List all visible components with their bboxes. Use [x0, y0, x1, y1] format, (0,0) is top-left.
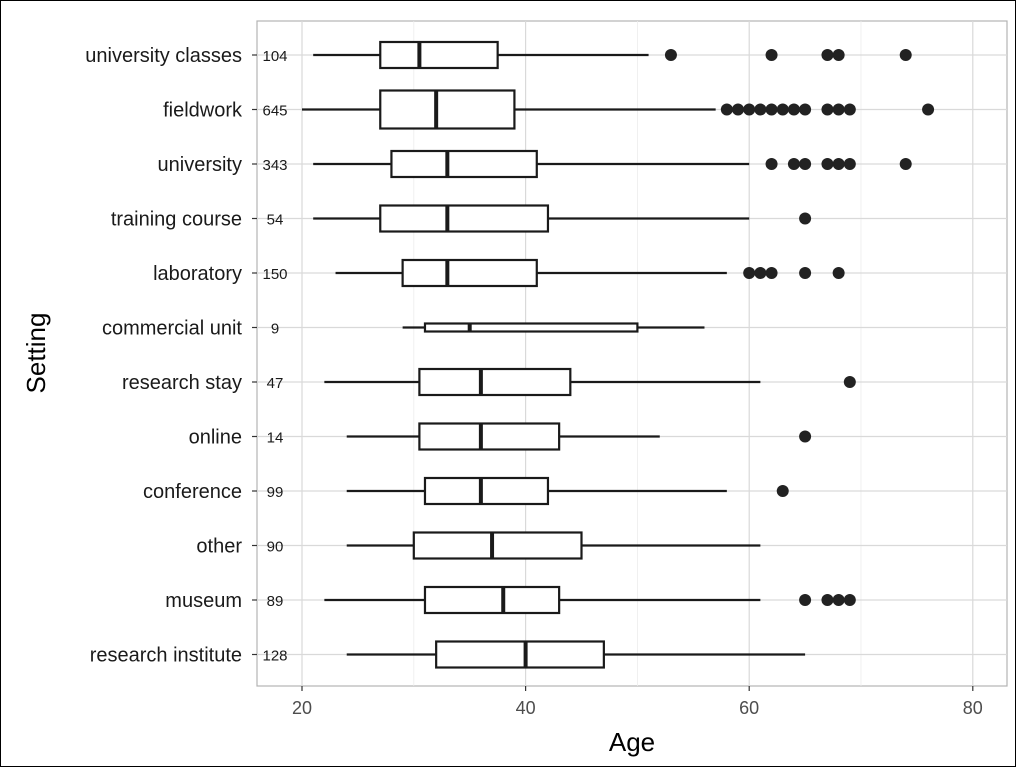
- box-conference: [346, 476, 789, 506]
- outlier-point: [821, 594, 834, 606]
- outlier-point: [843, 158, 856, 170]
- sample-size-label: 9: [271, 321, 279, 338]
- outlier-point: [832, 49, 845, 61]
- category-label: fieldwork: [163, 100, 243, 122]
- sample-size-label: 54: [267, 212, 284, 229]
- sample-size-label: 645: [262, 103, 287, 120]
- iqr-box: [390, 149, 538, 179]
- x-tick-label: 40: [516, 698, 536, 718]
- iqr-box: [379, 204, 550, 233]
- box-laboratory: [335, 258, 845, 288]
- box-commercial-unit: [402, 322, 705, 333]
- category-label: university classes: [85, 45, 242, 67]
- outlier-point: [832, 103, 845, 116]
- outlier-point: [743, 103, 756, 116]
- x-tick-label: 20: [292, 698, 312, 718]
- category-label: commercial unit: [102, 318, 242, 340]
- category-label: online: [189, 427, 242, 449]
- iqr-box: [418, 422, 561, 451]
- iqr-box: [379, 89, 516, 130]
- box-university-classes: [313, 40, 912, 70]
- category-labels: university classes 104 fieldwork 645 univers…: [85, 45, 287, 667]
- box-online: [346, 422, 812, 451]
- outlier-point: [799, 103, 812, 116]
- iqr-box: [423, 476, 550, 506]
- sample-size-label: 14: [267, 430, 284, 447]
- box-other: [346, 531, 761, 560]
- outlier-point: [832, 158, 845, 170]
- outlier-point: [743, 267, 756, 279]
- x-tick-label: 80: [963, 698, 983, 718]
- outlier-point: [754, 267, 767, 279]
- iqr-box: [418, 367, 572, 397]
- category-label: laboratory: [153, 263, 242, 285]
- sample-size-label: 99: [267, 484, 284, 501]
- outlier-point: [664, 49, 677, 61]
- sample-size-label: 47: [267, 375, 284, 392]
- outlier-point: [821, 49, 834, 61]
- outlier-point: [832, 594, 845, 606]
- iqr-box: [435, 640, 605, 669]
- box-training-course: [313, 204, 812, 233]
- category-label: training course: [111, 209, 242, 231]
- box-research-stay: [324, 367, 856, 397]
- outlier-point: [821, 158, 834, 170]
- outlier-point: [843, 376, 856, 388]
- outlier-point: [899, 158, 912, 170]
- y-axis-title: Setting: [21, 313, 51, 394]
- x-tick-label: 60: [739, 698, 759, 718]
- box-layer: [302, 40, 935, 669]
- outlier-point: [787, 103, 800, 116]
- outlier-point: [765, 267, 778, 279]
- outlier-point: [799, 158, 812, 170]
- sample-size-label: 128: [262, 648, 287, 665]
- outlier-point: [754, 103, 767, 116]
- outlier-point: [765, 103, 778, 116]
- outlier-point: [832, 267, 845, 279]
- x-axis-title: Age: [609, 727, 655, 757]
- box-fieldwork: [302, 89, 935, 130]
- outlier-point: [787, 158, 800, 170]
- sample-size-label: 150: [262, 266, 287, 283]
- outlier-point: [799, 267, 812, 279]
- iqr-box: [412, 531, 583, 560]
- outlier-point: [899, 49, 912, 61]
- outlier-point: [765, 158, 778, 170]
- outlier-point: [776, 103, 789, 116]
- outlier-point: [843, 594, 856, 606]
- iqr-box: [379, 40, 499, 70]
- box-museum: [324, 585, 856, 615]
- category-label: university: [158, 154, 242, 176]
- outlier-point: [799, 594, 812, 606]
- iqr-box: [423, 322, 639, 333]
- category-label: conference: [143, 481, 242, 503]
- outlier-point: [843, 103, 856, 116]
- sample-size-label: 90: [267, 539, 284, 556]
- outlier-point: [922, 103, 935, 116]
- iqr-box: [423, 585, 561, 615]
- iqr-box: [401, 258, 538, 288]
- outlier-point: [799, 212, 812, 225]
- box-research-institute: [346, 640, 806, 669]
- outlier-point: [821, 103, 834, 116]
- sample-size-label: 89: [267, 593, 284, 610]
- category-label: research institute: [90, 645, 242, 667]
- outlier-point: [765, 49, 778, 61]
- sample-size-label: 104: [262, 48, 287, 65]
- outlier-point: [732, 103, 745, 116]
- outlier-point: [720, 103, 733, 116]
- outlier-point: [799, 430, 812, 443]
- category-label: other: [196, 536, 242, 558]
- x-axis-ticks: 20 40 60 80: [292, 686, 983, 718]
- category-label: research stay: [122, 372, 242, 394]
- category-label: museum: [165, 590, 242, 612]
- sample-size-label: 343: [262, 157, 287, 174]
- outlier-point: [776, 485, 789, 497]
- plot-panel: [256, 20, 1008, 687]
- box-university: [313, 149, 912, 179]
